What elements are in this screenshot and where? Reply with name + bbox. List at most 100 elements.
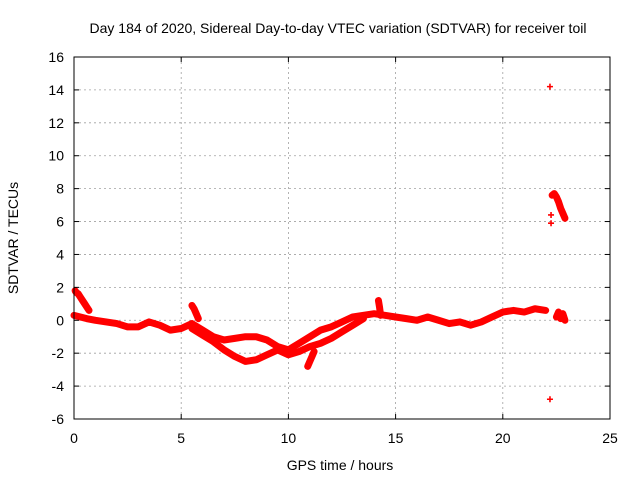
data-point [328,335,335,342]
data-point [371,310,378,317]
data-point [548,211,555,218]
data-point [559,210,566,217]
y-tick-label: -2 [52,345,65,361]
series-14h-spike [374,297,385,319]
data-point [392,313,399,320]
data-point [263,351,270,358]
data-point [424,313,431,320]
data-point [296,340,303,347]
data-point [146,318,153,325]
data-point [306,358,313,365]
data-point [456,318,463,325]
data-point [306,333,313,340]
data-point [178,325,185,332]
data-point [81,300,88,307]
series-band [70,305,550,354]
y-axis-label: SDTVAR / TECUs [5,182,21,294]
x-tick-label: 25 [602,430,618,446]
data-point [92,317,99,324]
data-point [557,315,564,322]
data-point [188,302,195,309]
data-point [83,304,90,311]
data-point [304,363,311,370]
data-point [559,310,566,317]
data-point [75,290,82,297]
series-lower-branch [188,315,367,365]
data-point [403,315,410,322]
y-tick-label: -6 [52,411,65,427]
data-point [531,305,538,312]
data-point [263,337,270,344]
data-point [135,323,142,330]
x-tick-label: 0 [70,430,78,446]
data-point [546,396,553,403]
data-point [435,317,442,324]
data-point [339,318,345,325]
data-point [521,309,528,316]
data-point [124,323,131,330]
data-point [86,307,93,314]
series-post-10h-dip [304,348,318,370]
plot-border [73,56,611,420]
data-point [274,346,281,353]
series-band [188,301,202,323]
data-point [317,340,324,347]
data-point [489,313,496,320]
data-point [221,346,228,353]
data-point [242,358,249,365]
data-point [555,309,562,316]
y-tick-label: 12 [48,115,64,131]
data-point [199,332,206,339]
x-tick-label: 20 [495,430,511,446]
data-point [467,322,474,329]
data-point [308,353,315,360]
data-point [553,193,560,200]
data-point [478,318,485,325]
y-tick-label: 6 [56,214,64,230]
data-point [195,315,202,322]
data-point [376,304,383,311]
x-tick-label: 15 [388,430,404,446]
data-point [188,325,195,332]
y-tick-label: 2 [56,279,64,295]
data-point [167,327,174,334]
chart-title: Day 184 of 2020, Sidereal Day-to-day VTE… [90,20,587,36]
data-point [231,353,238,360]
data-point [253,333,260,340]
data-point [296,348,303,355]
series-outliers [546,83,555,403]
data-point [510,307,517,314]
data-point [77,294,84,301]
data-point [349,313,356,320]
data-point [555,198,562,205]
series-morning-spike [188,301,202,323]
data-point [546,83,553,90]
data-point [553,313,560,320]
data-point [377,312,384,319]
data-point [561,215,568,222]
data-point [306,343,313,350]
data-point [557,205,564,212]
data-point [253,356,260,363]
data-point [339,328,345,335]
data-series [70,83,569,403]
data-point [551,190,558,197]
data-point [103,318,110,325]
data-point [193,310,200,317]
data-point [79,297,86,304]
x-tick-label: 10 [281,430,297,446]
data-point [231,335,238,342]
x-tick-label: 5 [177,430,185,446]
data-point [210,338,217,345]
data-point [113,320,120,327]
data-point [83,315,90,322]
y-tick-label: 16 [48,49,64,65]
data-point [414,317,421,324]
data-point [360,315,367,322]
y-tick-label: 10 [48,148,64,164]
series-band [304,348,318,370]
series-early-start [71,287,93,314]
grid-lines [74,57,610,419]
data-point [285,351,292,358]
data-point [561,317,568,324]
